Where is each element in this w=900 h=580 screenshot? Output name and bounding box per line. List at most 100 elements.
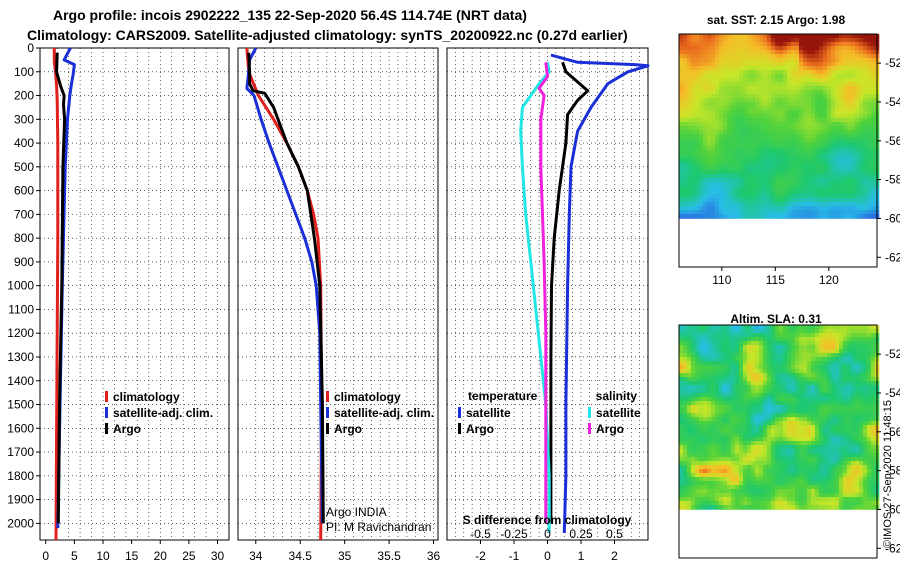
map-cell [707, 493, 712, 498]
map-cell [811, 457, 816, 462]
map-cell [775, 38, 780, 43]
map-cell [715, 413, 720, 418]
map-cell [783, 349, 788, 354]
map-cell [847, 142, 852, 147]
map-cell [863, 377, 868, 382]
legend-label: satellite [596, 406, 641, 420]
map-cell [715, 509, 720, 510]
map-cell [815, 126, 820, 131]
map-cell [803, 162, 808, 167]
map-cell [747, 194, 752, 199]
map-cell [835, 178, 840, 183]
map-cell [691, 78, 696, 83]
map-cell [843, 102, 848, 107]
map-cell [791, 90, 796, 95]
map-cell [695, 345, 700, 350]
map-cell [771, 86, 776, 91]
map-cell [747, 369, 752, 374]
map-cell [871, 134, 876, 139]
map-cell [683, 365, 688, 370]
map-cell [831, 58, 836, 63]
map-cell [827, 433, 832, 438]
map-cell [715, 106, 720, 111]
map-cell [759, 349, 764, 354]
map-cell [727, 409, 732, 414]
map-cell [803, 62, 808, 67]
map-cell [743, 170, 748, 175]
map-cell [751, 401, 756, 406]
map-cell [739, 58, 744, 63]
map-cell [855, 429, 860, 434]
map-cell [787, 150, 792, 155]
map-cell [839, 106, 844, 111]
map-cell [715, 58, 720, 63]
map-cell [803, 501, 808, 506]
map-cell [683, 393, 688, 398]
map-cell [743, 214, 748, 219]
map-cell [827, 170, 832, 175]
map-cell [851, 174, 856, 179]
map-cell [703, 174, 708, 179]
map-cell [795, 162, 800, 167]
map-cell [755, 114, 760, 119]
map-cell [867, 150, 872, 155]
map-cell [719, 477, 724, 482]
map-cell [771, 453, 776, 458]
map-cell [819, 421, 824, 426]
map-cell [711, 98, 716, 103]
map-cell [811, 218, 816, 219]
map-cell [871, 453, 876, 458]
map-cell [859, 110, 864, 115]
map-cell [679, 449, 684, 454]
map-cell [695, 361, 700, 366]
map-cell [847, 86, 852, 91]
map-cell [855, 38, 860, 43]
map-cell [819, 493, 824, 498]
map-cell [795, 337, 800, 342]
map-cell [775, 162, 780, 167]
map-cell [855, 62, 860, 67]
map-cell [695, 34, 700, 39]
map-cell [807, 34, 812, 39]
map-cell [831, 501, 836, 506]
map-cell [791, 62, 796, 67]
map-cell [751, 381, 756, 386]
map-cell [779, 66, 784, 71]
map-cell [847, 62, 852, 67]
map-cell [751, 393, 756, 398]
map-cell [827, 202, 832, 207]
map-cell [839, 381, 844, 386]
map-cell [747, 421, 752, 426]
map-cell [839, 166, 844, 171]
map-cell [839, 397, 844, 402]
x-axis-label: S difference from climatology [463, 513, 632, 527]
map-cell [691, 190, 696, 195]
map-cell [711, 174, 716, 179]
map-cell [771, 70, 776, 75]
map-cell [867, 449, 872, 454]
map-cell [811, 441, 816, 446]
map-cell [843, 505, 848, 510]
map-cell [703, 473, 708, 478]
map-cell [767, 381, 772, 386]
map-cell [727, 34, 732, 39]
map-cell [815, 122, 820, 127]
map-cell [835, 405, 840, 410]
map-cell [775, 194, 780, 199]
map-cell [739, 94, 744, 99]
map-cell [739, 473, 744, 478]
map-cell [783, 449, 788, 454]
map-cell [735, 373, 740, 378]
map-cell [711, 401, 716, 406]
map-cell [831, 86, 836, 91]
map-cell [835, 397, 840, 402]
map-cell [803, 202, 808, 207]
map-cell [799, 214, 804, 219]
map-cell [847, 102, 852, 107]
map-cell [811, 106, 816, 111]
map-cell [695, 170, 700, 175]
map-cell [707, 405, 712, 410]
map-cell [863, 353, 868, 358]
map-cell [855, 501, 860, 506]
map-cell [683, 449, 688, 454]
